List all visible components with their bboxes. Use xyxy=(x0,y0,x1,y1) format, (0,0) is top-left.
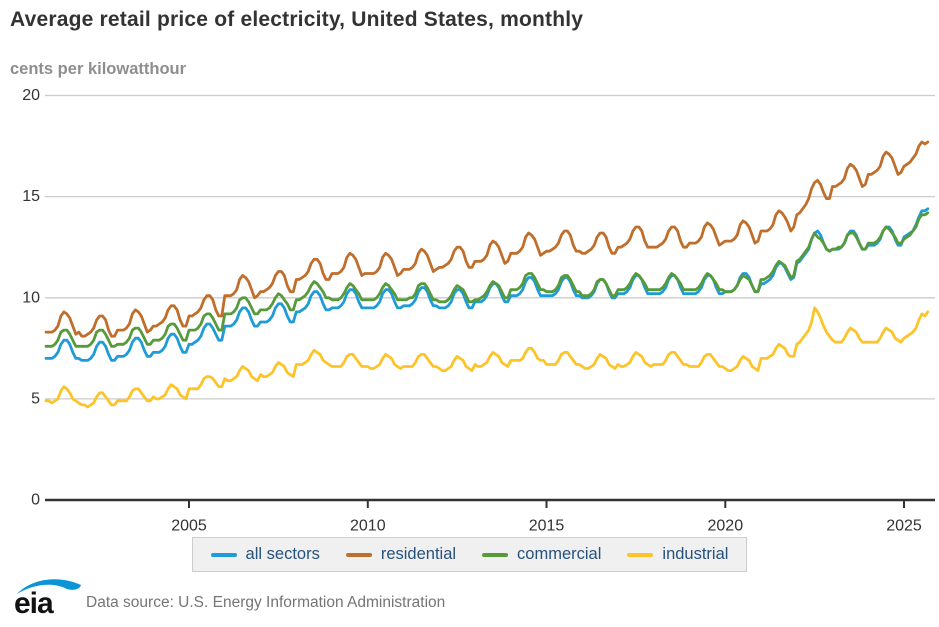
x-tick-label: 2025 xyxy=(886,518,922,535)
legend-item-industrial[interactable]: industrial xyxy=(627,545,728,564)
y-tick-label: 10 xyxy=(22,289,40,306)
eia-logo[interactable]: eia xyxy=(14,577,84,621)
legend-label-residential: residential xyxy=(380,545,457,563)
legend-swatch-residential xyxy=(345,552,372,557)
legend-item-commercial[interactable]: commercial xyxy=(482,545,601,564)
legend-item-all-sectors[interactable]: all sectors xyxy=(210,545,320,564)
x-tick-label: 2005 xyxy=(171,518,207,535)
legend-label-commercial: commercial xyxy=(517,545,602,563)
y-tick-label: 0 xyxy=(31,492,40,509)
x-tick-label: 2015 xyxy=(529,518,565,535)
legend-item-residential[interactable]: residential xyxy=(345,545,457,564)
page-title: Average retail price of electricity, Uni… xyxy=(10,8,584,31)
x-tick-label: 2010 xyxy=(350,518,386,535)
series-line-residential xyxy=(44,140,930,338)
legend-label-all-sectors: all sectors xyxy=(245,545,320,563)
legend-swatch-all-sectors xyxy=(210,552,237,557)
eia-logo-swoosh-icon xyxy=(17,579,81,594)
y-tick-label: 15 xyxy=(22,188,40,205)
series-line-all-sectors xyxy=(44,207,930,362)
y-tick-label: 5 xyxy=(31,390,40,407)
series-line-industrial xyxy=(44,306,930,409)
x-tick-label: 2020 xyxy=(708,518,744,535)
chart-legend: all sectors residential commercial indus… xyxy=(191,537,748,572)
legend-label-industrial: industrial xyxy=(662,545,729,563)
legend-swatch-industrial xyxy=(627,552,654,557)
legend-swatch-commercial xyxy=(482,552,509,557)
series-line-commercial xyxy=(44,211,930,348)
data-source-note: Data source: U.S. Energy Information Adm… xyxy=(86,594,446,611)
eia-logo-text: eia xyxy=(14,587,54,620)
y-axis-unit-label: cents per kilowatthour xyxy=(10,60,187,78)
y-tick-label: 20 xyxy=(22,87,40,104)
